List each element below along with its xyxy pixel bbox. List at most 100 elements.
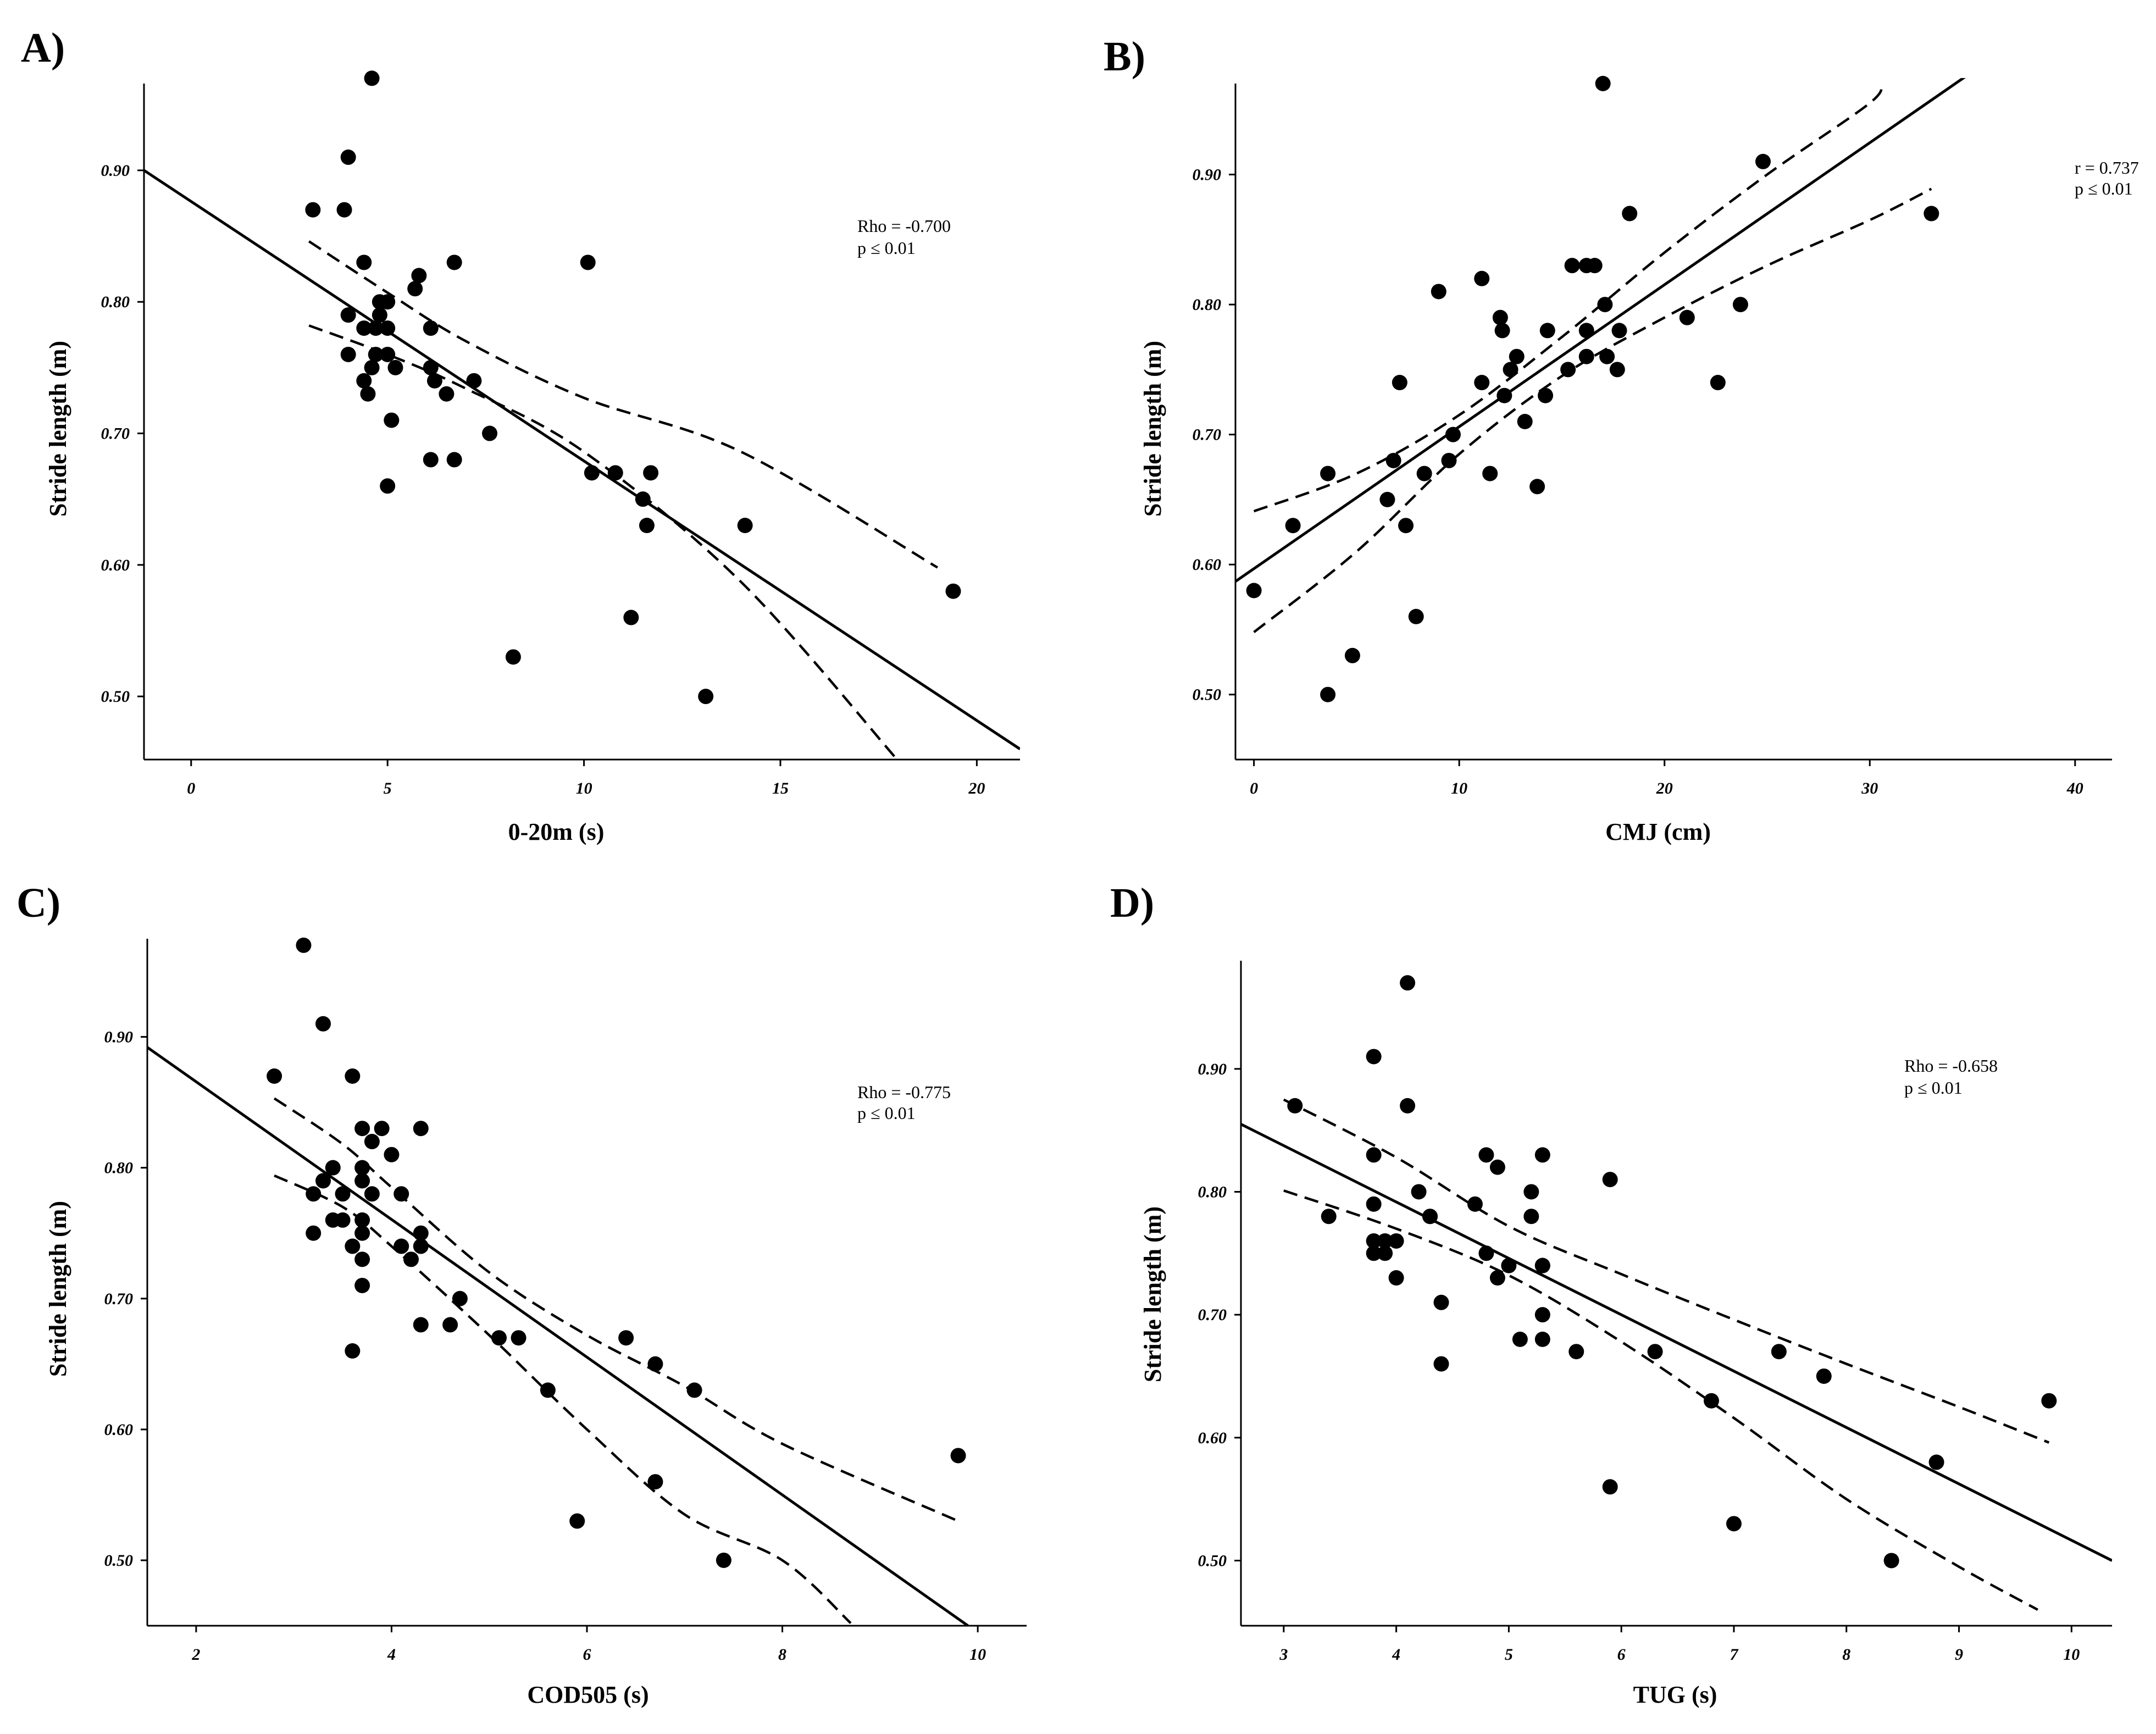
panel-c-ci-lower-line [274,1174,852,1624]
panel-c-data-point [354,1121,370,1137]
panel-b-data-point [1474,270,1490,286]
panel-d-letter: D) [1110,880,1154,926]
panel-c-data-point [403,1251,419,1267]
panel-a-data-point [380,478,396,494]
panel-d-data-point [1534,1331,1550,1347]
panel-c-data-point [491,1330,507,1346]
panel-c-data-point [413,1225,429,1241]
panel-d-x-tick-label: 9 [1955,1646,1963,1664]
panel-d-data-point [1400,975,1416,991]
panel-b-data-point [1344,647,1360,663]
panel-a-x-tick-label: 0 [187,779,195,797]
panel-d-data-point [1534,1147,1550,1163]
panel-c-x-tick-label: 4 [387,1646,396,1664]
panel-d-data-point [1287,1098,1303,1113]
panel-a-y-tick-label: 0.80 [101,293,130,311]
panel-d-x-tick-label: 6 [1617,1646,1626,1664]
panel-c-data-point [345,1343,361,1359]
panel-b-data-point [1285,518,1301,534]
panel-a-data-point [387,359,403,375]
panel-c-annotation-p: p ≤ 0.01 [857,1103,916,1123]
panel-c-data-point [354,1160,370,1176]
panel-c-data-point [647,1474,663,1490]
panel-d-data-point [1568,1344,1584,1360]
panel-c-data-point [306,1225,322,1241]
panel-b-data-point [1398,518,1414,534]
panel-b-data-point [1497,387,1512,403]
panel-a-data-point [426,373,442,389]
panel-d-data-point [1411,1184,1427,1200]
panel-c-x-tick-label: 2 [191,1646,200,1664]
panel-b-data-point [1924,206,1939,221]
panel-d-data-point [1422,1209,1438,1225]
panel-b-data-point [1474,375,1490,391]
panel-a-annotation-p: p ≤ 0.01 [857,238,916,258]
panel-c-data-point [618,1330,634,1346]
panel-b-data-point [1503,362,1518,378]
panel-c-data-point [413,1238,429,1254]
panel-c-data-point [569,1513,585,1529]
panel-a: A) Stride length (m) 0-20m (s) Rho = -0.… [21,25,1020,845]
panel-b-data-point [1320,466,1336,481]
panel-a-data-point [380,320,396,336]
panel-b-data-point [1611,323,1627,339]
panel-d-annotation-rho: Rho = -0.658 [1904,1056,1998,1076]
panel-b-ci-lower-line [1253,187,1932,633]
panel-a-data-point [623,610,639,625]
panel-d-data-point [1816,1368,1832,1384]
panel-b-data-point [1385,452,1401,468]
panel-d-regression-line [1241,1123,2112,1562]
panel-b-data-point [1597,297,1613,313]
panel-c-data-point [345,1068,361,1084]
panel-d-x-tick-label: 10 [2063,1646,2080,1664]
panel-c-data-point [306,1186,322,1202]
panel-b-data-point [1679,309,1695,325]
panel-d-data-point [1489,1270,1505,1286]
panel-b-y-tick-label: 0.90 [1193,166,1222,184]
panel-c-data-point [354,1212,370,1228]
panel-d-x-tick-label: 4 [1392,1646,1400,1664]
panel-a-data-point [380,294,396,310]
panel-a-x-tick-label: 10 [576,779,592,797]
panel-a-data-point [356,254,372,270]
panel-b-data-point [1408,608,1424,624]
panel-b-data-point [1755,153,1771,169]
panel-c-y-tick-label: 0.80 [104,1159,134,1177]
panel-a-x-tick-label: 15 [772,779,789,797]
panel-b-data-point [1482,466,1498,481]
panel-d-y-tick-label: 0.50 [1198,1552,1227,1570]
panel-a-data-point [643,465,659,481]
panel-d-data-point [1366,1196,1382,1212]
panel-d: D) Stride length (m) TUG (s) Rho = -0.65… [1110,880,2112,1708]
panel-d-data-point [1489,1159,1505,1175]
panel-b-data-point [1539,323,1555,339]
panel-c-data-point [452,1290,468,1306]
panel-b-data-point [1509,348,1525,364]
panel-c-data-point [267,1068,282,1084]
panel-a-data-point [439,386,455,402]
panel-d-data-point [1478,1245,1494,1261]
panel-d-data-point [1433,1356,1449,1372]
panel-a-data-point [482,425,498,441]
panel-c-data-point [364,1134,380,1150]
panel-a-ci-lower-line [308,324,899,760]
panel-d-y-tick-label: 0.80 [1198,1183,1227,1201]
panel-b-data-point [1622,206,1638,221]
panel-b-data-point [1445,426,1461,442]
panel-c-data-point [413,1317,429,1333]
panel-b-y-tick-label: 0.80 [1193,296,1222,314]
panel-a-data-point [305,202,321,218]
panel-d-data-point [1523,1184,1539,1200]
panel-b-data-point [1246,583,1262,599]
panel-c-data-point [315,1016,331,1032]
panel-b-annotation-r: r = 0.737 [2075,158,2139,178]
panel-b-ci-upper-line [1253,82,1883,513]
panel-a-data-point [423,359,439,375]
panel-b-data-point [1560,362,1576,378]
panel-a-data-point [423,320,439,336]
panel-a-y-tick-label: 0.90 [101,162,130,180]
panel-a-regression-line [144,169,1020,750]
panel-a-data-point [360,386,376,402]
panel-d-data-point [1321,1209,1337,1225]
panel-b-data-point [1732,297,1748,313]
